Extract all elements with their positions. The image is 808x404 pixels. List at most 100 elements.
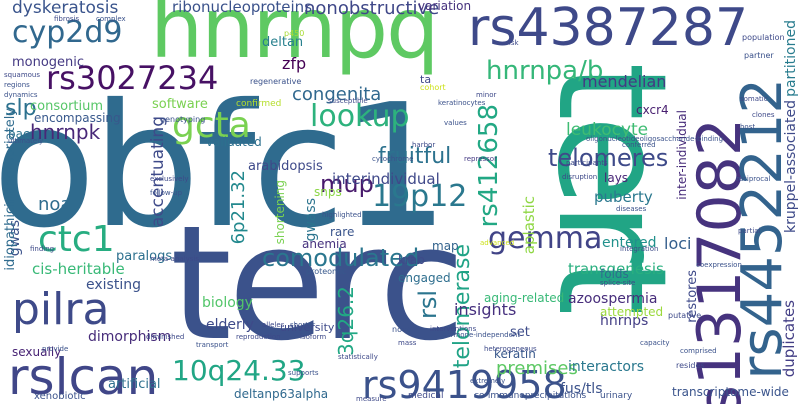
cloud-word: puberty — [594, 188, 653, 206]
cloud-word: complex — [96, 15, 126, 23]
cloud-word: inter-individual — [675, 110, 689, 200]
cloud-word: gemma — [488, 221, 603, 256]
cloud-word: participants — [566, 159, 608, 167]
cloud-word: elderly — [206, 317, 254, 333]
cloud-word: regions — [4, 81, 30, 89]
cloud-word: susceptible — [328, 97, 368, 105]
cloud-word: hnrnpa/b — [486, 56, 604, 86]
cloud-word: mup — [320, 170, 374, 198]
cloud-word: mass — [398, 339, 417, 347]
cloud-word: medical — [408, 391, 444, 401]
cloud-word: sexually — [12, 345, 62, 359]
cloud-word: co-immunoprecipitations — [474, 391, 587, 401]
cloud-word: squamous — [4, 71, 41, 79]
cloud-word: bac — [8, 127, 30, 141]
cloud-word: meta-analysis — [150, 255, 200, 263]
cloud-word: kruppel-associated — [783, 100, 799, 233]
cloud-word: repressor — [464, 155, 497, 163]
cloud-word: cyp2d9 — [12, 15, 123, 50]
cloud-word: supports — [288, 369, 319, 377]
cloud-word: obfc1 — [0, 68, 449, 266]
cloud-word: rslcan — [8, 348, 159, 404]
cloud-word: shortening — [273, 180, 287, 245]
cloud-word: zfp — [282, 54, 307, 73]
cloud-word: dimorphism — [88, 329, 172, 345]
cloud-word: clones — [752, 111, 775, 119]
cloud-word: capacity — [640, 339, 670, 347]
cloud-word: advanced — [480, 239, 515, 247]
cloud-word: genotyping — [160, 115, 206, 124]
cloud-word: transgenesis — [568, 260, 664, 278]
cloud-word: minor — [476, 91, 497, 99]
cloud-word: snps — [314, 185, 342, 199]
cloud-word: cohort — [420, 83, 446, 92]
cloud-word: folds — [600, 267, 629, 281]
cloud-word: monogenic — [12, 55, 85, 70]
cloud-word: urinary — [600, 391, 633, 401]
cloud-word: nonobstructive — [304, 0, 440, 19]
cloud-word: confirmed — [236, 99, 282, 109]
cloud-word: statistically — [338, 353, 378, 361]
cloud-word: existing — [86, 277, 141, 293]
cloud-word: hnrnps — [600, 313, 649, 329]
cloud-word: idiopathicinappropriately — [3, 108, 18, 271]
cloud-word: 19p12 — [372, 179, 468, 214]
cloud-word: host — [740, 123, 756, 131]
cloud-word: partner — [744, 51, 774, 60]
cloud-word: transcriptome-wide — [672, 385, 789, 399]
cloud-word: deltanp63alpha — [234, 387, 329, 401]
cloud-word: harbor — [412, 141, 436, 149]
cloud-word: lays — [604, 171, 629, 185]
cloud-word: splice-site — [600, 279, 636, 287]
cloud-word: set — [510, 325, 530, 340]
cloud-word: diseases — [616, 205, 647, 213]
cloud-word: rs3027234 — [46, 59, 219, 97]
cloud-word: population — [742, 33, 785, 42]
cloud-word: mendelian — [582, 72, 667, 91]
cloud-word: partitioned — [783, 20, 799, 97]
cloud-word: rare — [330, 225, 355, 239]
cloud-word: validated — [206, 135, 262, 149]
cloud-word: 10q24.33 — [172, 354, 306, 387]
cloud-word: deltan — [262, 35, 304, 50]
cloud-word: consortium — [30, 99, 104, 114]
cloud-word: loci — [664, 234, 692, 253]
cloud-word: aplastic — [520, 196, 538, 255]
cloud-word: hnrnpk — [30, 120, 101, 144]
cloud-word: finding — [30, 245, 55, 253]
cloud-word: cxcr4 — [636, 103, 669, 117]
cloud-word: measure — [356, 395, 387, 403]
cloud-word: software — [152, 97, 208, 112]
cloud-word: pilra — [12, 284, 110, 335]
cloud-word: 3q26.2 — [334, 286, 358, 356]
cloud-word: shorter — [290, 321, 316, 329]
cloud-word: paralogs — [116, 249, 173, 264]
cloud-word: novo — [392, 325, 412, 334]
cloud-word: insights — [454, 300, 517, 319]
cloud-word: coexpression — [696, 261, 742, 269]
cloud-word: ribonucleoproteins — [172, 0, 313, 16]
cloud-word: xenobiotic — [34, 391, 86, 402]
cloud-word: alleles — [262, 321, 285, 329]
cloud-word: dynamics — [4, 91, 38, 99]
cloud-word: dyskeratosis — [12, 0, 119, 18]
cloud-word: exclusively — [150, 175, 189, 183]
cloud-word: duplicates — [780, 300, 798, 378]
cloud-word: aging-related — [484, 291, 565, 305]
cloud-word: fruitful — [378, 144, 452, 169]
cloud-word: somatic — [740, 95, 768, 103]
cloud-word: disruption — [562, 173, 598, 181]
cloud-word: comodulated — [262, 244, 420, 272]
cloud-word: encompassing — [34, 111, 121, 125]
cloud-word: lookup — [310, 99, 410, 134]
cloud-word: cytochrome — [372, 155, 414, 163]
cloud-word: gcta — [172, 105, 251, 146]
cloud-word: accentuating — [148, 116, 168, 228]
cloud-word: heterogeneous — [484, 345, 537, 353]
cloud-word: regenerative — [250, 77, 302, 86]
cloud-word: oligonucleotideoligosaccharide-binding — [586, 135, 724, 143]
cloud-word: extremely — [470, 377, 506, 385]
cloud-word: cis-heritable — [32, 260, 125, 278]
cloud-word: diminished — [146, 333, 185, 341]
cloud-word: azoospermia — [568, 291, 658, 307]
